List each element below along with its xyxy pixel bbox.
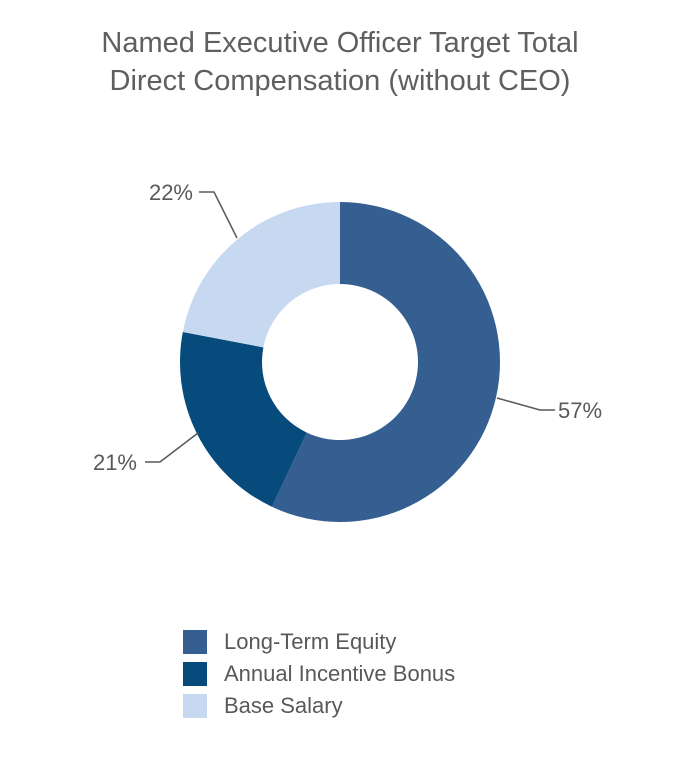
leader-line-annual-incentive-bonus (145, 432, 199, 463)
data-label-base-salary: 22% (149, 180, 193, 205)
legend-item-long-term-equity: Long-Term Equity (183, 626, 455, 658)
legend-swatch-long-term-equity (183, 630, 207, 654)
leader-line-base-salary (199, 191, 238, 239)
leader-line-long-term-equity (496, 397, 555, 411)
legend-swatch-annual-incentive-bonus (183, 662, 207, 686)
chart-title: Named Executive Officer Target Total Dir… (0, 24, 680, 100)
donut-slice-long-term-equity (271, 202, 500, 522)
chart-title-line-1: Named Executive Officer Target Total (101, 27, 579, 59)
donut-slice-annual-incentive-bonus (180, 332, 307, 507)
legend-item-base-salary: Base Salary (183, 690, 455, 722)
legend-label-long-term-equity: Long-Term Equity (224, 629, 397, 654)
data-label-long-term-equity: 57% (558, 398, 602, 423)
chart-title-line-2: Direct Compensation (without CEO) (109, 65, 571, 97)
legend-item-annual-incentive-bonus: Annual Incentive Bonus (183, 658, 455, 690)
chart-legend: Long-Term Equity Annual Incentive Bonus … (183, 626, 455, 722)
legend-label-annual-incentive-bonus: Annual Incentive Bonus (224, 661, 456, 686)
legend-swatch-base-salary (183, 694, 207, 718)
legend-label-base-salary: Base Salary (224, 693, 343, 718)
data-label-annual-incentive-bonus: 21% (93, 450, 137, 475)
donut-slice-base-salary (182, 202, 340, 348)
